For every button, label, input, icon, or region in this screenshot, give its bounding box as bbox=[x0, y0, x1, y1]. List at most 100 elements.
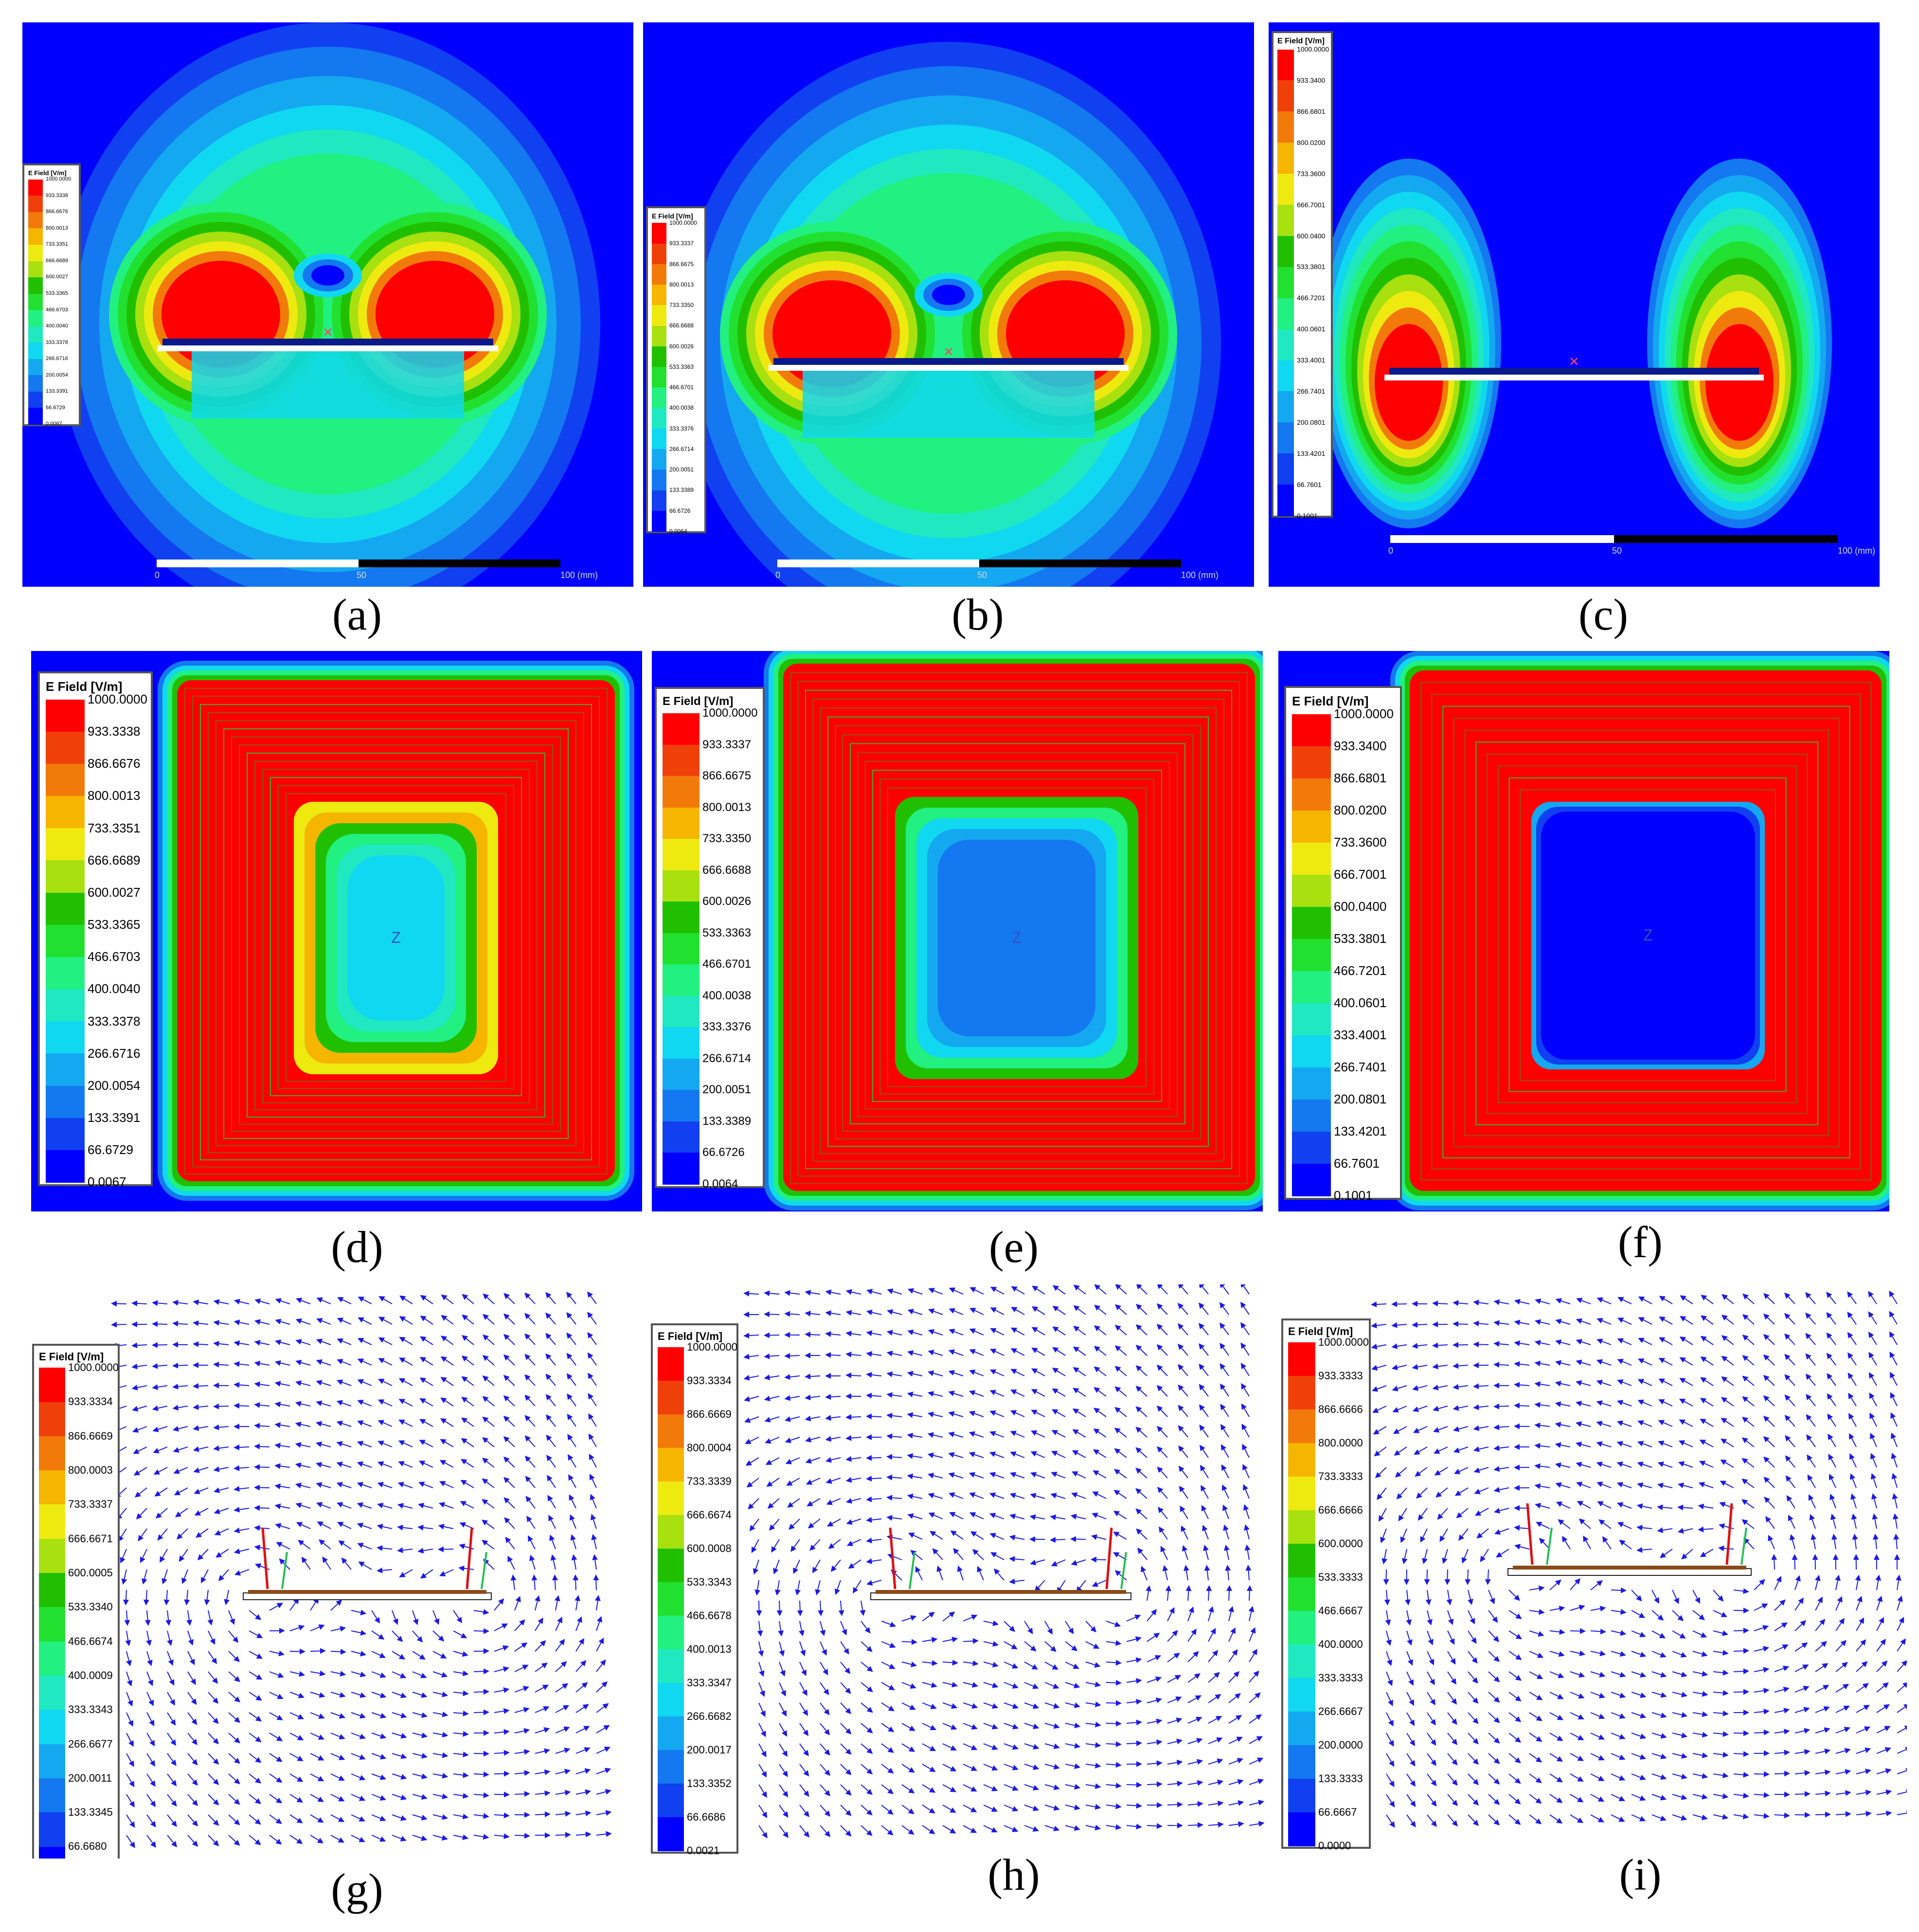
field-vector bbox=[144, 1610, 151, 1626]
field-vector bbox=[453, 1834, 469, 1841]
field-vector bbox=[351, 1835, 365, 1842]
legend-value: 866.6801 bbox=[1297, 107, 1326, 115]
field-vector bbox=[462, 1314, 474, 1325]
field-vector bbox=[1771, 1554, 1777, 1570]
field-vector bbox=[165, 1610, 172, 1626]
legend-value: 933.3334 bbox=[687, 1374, 732, 1387]
field-vector bbox=[440, 1376, 454, 1386]
legend-value: 666.6688 bbox=[669, 322, 694, 329]
field-vector bbox=[351, 1692, 366, 1698]
z-axis-icon: Z bbox=[1012, 929, 1022, 946]
legend-title: E Field [V/m] bbox=[663, 695, 734, 708]
field-vector bbox=[550, 1554, 556, 1570]
field-vector bbox=[377, 1399, 393, 1407]
field-vector bbox=[514, 1596, 521, 1611]
field-vector bbox=[214, 1528, 229, 1535]
legend-swatch bbox=[46, 1150, 85, 1183]
field-vector bbox=[439, 1481, 454, 1488]
field-vector bbox=[566, 1373, 576, 1386]
field-vector bbox=[289, 1712, 305, 1719]
field-vector bbox=[208, 1692, 219, 1704]
legend-swatch bbox=[652, 387, 666, 409]
legend-swatch bbox=[658, 1549, 684, 1583]
field-vector bbox=[494, 1598, 504, 1611]
legend-swatch bbox=[1288, 1577, 1315, 1612]
field-vector bbox=[441, 1336, 454, 1345]
field-vector bbox=[208, 1630, 215, 1645]
field-vector bbox=[575, 1616, 582, 1631]
field-vector bbox=[213, 1320, 229, 1326]
coil-turn bbox=[1520, 789, 1776, 1081]
field-vector bbox=[358, 1338, 372, 1345]
field-vector bbox=[233, 1486, 250, 1492]
field-vector bbox=[392, 1814, 407, 1821]
legend-value: 0.0064 bbox=[669, 527, 687, 535]
legend-value: 266.6716 bbox=[88, 1046, 141, 1061]
legend-swatch bbox=[1288, 1611, 1315, 1645]
field-vector bbox=[412, 1712, 428, 1718]
legend-swatch bbox=[1292, 778, 1331, 811]
field-vector bbox=[412, 1752, 428, 1759]
legend-swatch bbox=[658, 1481, 684, 1516]
panel-a-side-field-map: ✕ 0 50 100 (mm) E Field [V/m] 1000.0000 933.33… bbox=[22, 22, 633, 587]
field-vector bbox=[187, 1712, 197, 1725]
legend-swatch bbox=[46, 699, 85, 732]
field-vector bbox=[357, 1420, 372, 1427]
legend-value: 1000.0000 bbox=[1334, 706, 1394, 721]
field-vector bbox=[548, 1515, 556, 1529]
field-vector bbox=[596, 1659, 606, 1672]
field-vector bbox=[371, 1794, 386, 1801]
legend-value: 800.0013 bbox=[46, 225, 68, 231]
field-vector bbox=[146, 1835, 156, 1848]
field-vector bbox=[412, 1651, 426, 1660]
legend-swatch bbox=[663, 776, 699, 808]
field-vector bbox=[494, 1708, 510, 1714]
legend-value: 400.0601 bbox=[1297, 325, 1326, 333]
field-vector bbox=[524, 1313, 536, 1325]
legend-value: 66.7601 bbox=[1334, 1156, 1380, 1171]
legend-swatch bbox=[1288, 1745, 1315, 1780]
legend-value: 733.3339 bbox=[687, 1475, 732, 1487]
legend-swatch bbox=[1292, 1131, 1331, 1164]
field-vector bbox=[596, 1747, 611, 1754]
legend-value: 400.0040 bbox=[46, 323, 68, 329]
legend-swatch bbox=[1288, 1812, 1315, 1846]
legend-value: 666.7001 bbox=[1334, 867, 1387, 882]
legend-swatch bbox=[39, 1436, 65, 1471]
field-vector bbox=[575, 1726, 590, 1733]
field-vector bbox=[336, 1421, 352, 1427]
field-vector bbox=[377, 1420, 393, 1427]
field-vector bbox=[438, 1502, 454, 1509]
strong-field-vector bbox=[466, 1527, 473, 1589]
coil-turn bbox=[247, 753, 545, 1118]
field-drawing bbox=[29, 1284, 642, 1859]
legend-value: 1000.0000 bbox=[1318, 1336, 1369, 1348]
legend-value: 1000.0000 bbox=[88, 692, 147, 706]
field-vector bbox=[228, 1773, 240, 1785]
legend-swatch bbox=[1292, 1003, 1331, 1036]
field-vector bbox=[575, 1831, 592, 1838]
field-vector bbox=[172, 1426, 188, 1432]
field-vector bbox=[316, 1297, 331, 1304]
legend-swatch bbox=[28, 179, 43, 197]
field-vector bbox=[371, 1773, 387, 1780]
field-vector bbox=[596, 1703, 609, 1713]
legend-swatch bbox=[652, 449, 666, 470]
field-vector bbox=[587, 1291, 597, 1304]
field-vector bbox=[172, 1300, 188, 1306]
coil-turn bbox=[864, 760, 1170, 1110]
field-vector bbox=[418, 1481, 433, 1488]
legend-swatch bbox=[1277, 111, 1294, 144]
field-vector bbox=[524, 1415, 536, 1427]
field-vector bbox=[473, 1609, 489, 1615]
field-vector bbox=[535, 1640, 546, 1652]
field-vector bbox=[167, 1630, 173, 1646]
field-vector bbox=[392, 1712, 407, 1718]
field-vector bbox=[524, 1292, 536, 1304]
coil-turn bbox=[820, 707, 1217, 1155]
field-vector bbox=[146, 1630, 152, 1646]
field-vector bbox=[554, 1595, 560, 1611]
field-vector bbox=[213, 1403, 229, 1409]
field-vector bbox=[207, 1610, 214, 1626]
field-vector bbox=[269, 1753, 283, 1762]
